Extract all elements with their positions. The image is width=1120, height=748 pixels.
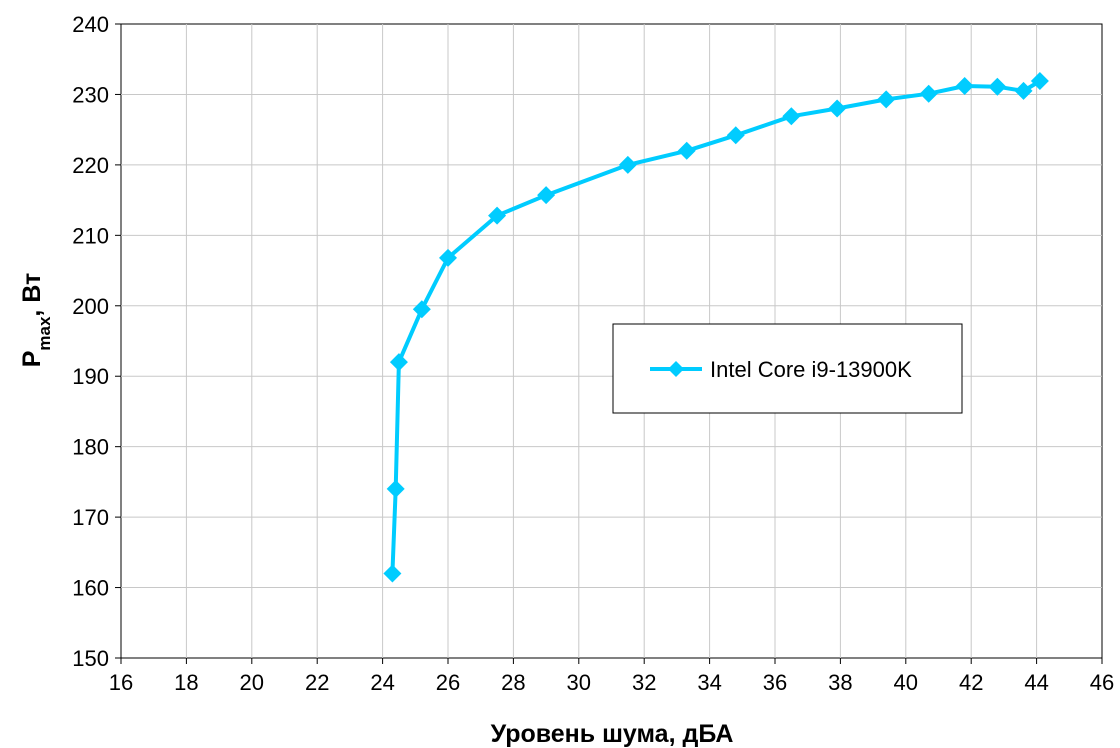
x-tick-label: 44 xyxy=(1024,670,1048,695)
data-point-marker xyxy=(877,90,896,109)
y-tick-label: 170 xyxy=(72,505,109,530)
data-point-marker xyxy=(1014,81,1033,100)
data-point-marker xyxy=(955,76,974,95)
x-tick-label: 26 xyxy=(436,670,460,695)
data-point-marker xyxy=(677,141,696,160)
y-tick-label: 200 xyxy=(72,294,109,319)
x-tick-label: 32 xyxy=(632,670,656,695)
data-point-marker xyxy=(488,206,507,225)
x-tick-label: 36 xyxy=(763,670,787,695)
x-tick-label: 46 xyxy=(1090,670,1114,695)
x-tick-label: 30 xyxy=(567,670,591,695)
x-tick-label: 20 xyxy=(240,670,264,695)
data-point-marker xyxy=(383,564,402,583)
data-point-marker xyxy=(782,107,801,126)
y-tick-label: 150 xyxy=(72,646,109,671)
x-tick-label: 34 xyxy=(697,670,721,695)
y-axis-title-main: P xyxy=(18,351,46,368)
data-point-marker xyxy=(412,300,431,319)
y-axis-title: Pmax, Вт xyxy=(18,273,54,368)
data-point-marker xyxy=(439,248,457,267)
x-tick-label: 38 xyxy=(828,670,852,695)
x-tick-label: 16 xyxy=(109,670,133,695)
data-point-marker xyxy=(828,99,847,118)
y-tick-label: 190 xyxy=(72,364,109,389)
data-point-marker xyxy=(386,479,405,498)
y-tick-label: 160 xyxy=(72,576,109,601)
y-tick-label: 220 xyxy=(72,153,109,178)
y-tick-label: 210 xyxy=(72,223,109,248)
y-tick-label: 180 xyxy=(72,435,109,460)
y-tick-label: 240 xyxy=(72,12,109,37)
x-tick-label: 18 xyxy=(174,670,198,695)
data-point-marker xyxy=(988,77,1007,96)
data-point-marker xyxy=(919,84,938,103)
x-tick-label: 42 xyxy=(959,670,983,695)
legend-marker xyxy=(668,361,684,377)
legend: Intel Core i9-13900K xyxy=(612,323,963,414)
x-tick-label: 24 xyxy=(370,670,394,695)
data-point-marker xyxy=(726,126,745,145)
x-tick-label: 22 xyxy=(305,670,329,695)
y-axis-title-suffix: , Вт xyxy=(18,273,46,317)
data-point-marker xyxy=(618,155,637,174)
data-point-marker xyxy=(389,353,408,372)
x-tick-label: 40 xyxy=(894,670,918,695)
series-layer xyxy=(383,72,1049,583)
data-point-marker xyxy=(1030,72,1049,91)
x-tick-label: 28 xyxy=(501,670,525,695)
y-tick-label: 230 xyxy=(72,82,109,107)
axis-layer: 16 18 20 22 24 26 28 30 32 34 36 38 40 42 44 46 150 160 17… xyxy=(72,12,1114,695)
y-axis-title-subscript: max xyxy=(35,316,54,351)
data-point-marker xyxy=(537,186,556,205)
legend-label: Intel Core i9-13900K xyxy=(710,357,912,382)
x-axis-title: Уровень шума, дБА xyxy=(491,720,734,748)
